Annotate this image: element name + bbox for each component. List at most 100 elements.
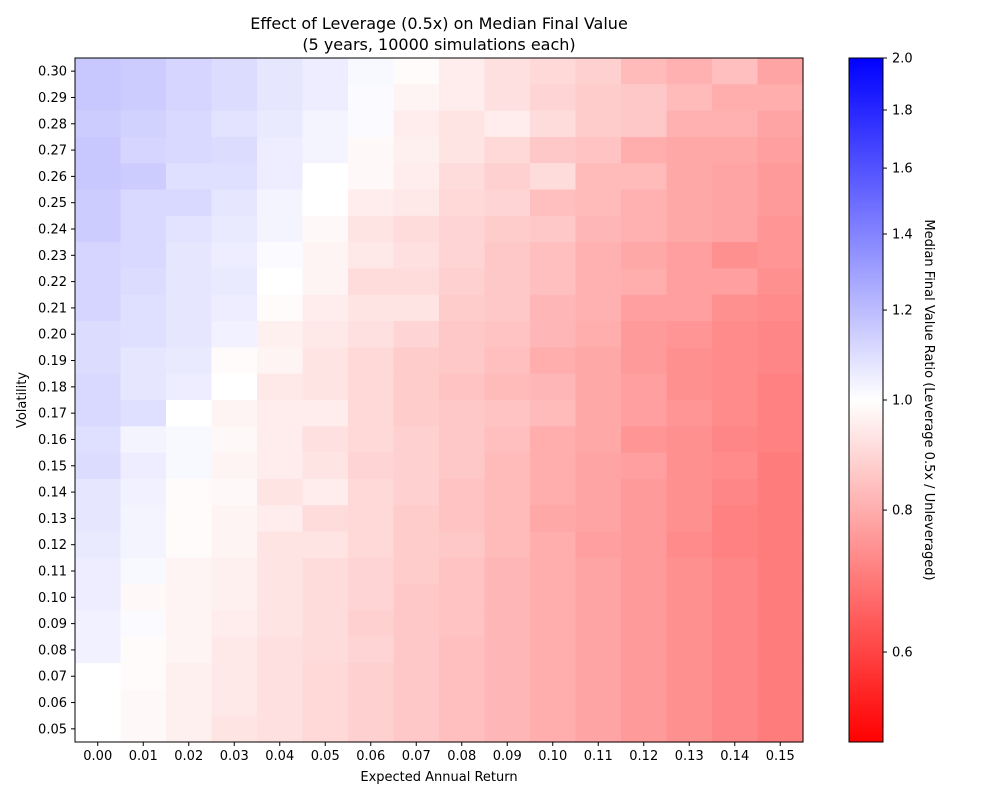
heatmap-cell [530, 242, 577, 270]
heatmap-cell [211, 110, 258, 138]
heatmap-cell [439, 347, 486, 375]
heatmap-cell [211, 400, 258, 427]
plot-frame [74, 57, 804, 743]
heatmap-cell [621, 294, 668, 322]
heatmap-cell [439, 505, 486, 533]
heatmap-cell [302, 242, 349, 270]
heatmap-cell [393, 584, 440, 612]
heatmap-cell [439, 242, 486, 270]
colorbar [848, 57, 884, 743]
heatmap-cell [257, 452, 304, 480]
heatmap-cell [757, 715, 804, 743]
heatmap-cell [393, 242, 440, 270]
heatmap-cell [166, 663, 213, 690]
heatmap-cell [120, 478, 167, 506]
heatmap-cell [302, 347, 349, 375]
heatmap-cell [348, 426, 395, 454]
colorbar-tick-label: 1.0 [892, 394, 913, 409]
y-tick-label: 0.16 [38, 433, 67, 448]
heatmap-cell [621, 636, 668, 664]
heatmap-cell [211, 426, 258, 454]
heatmap-cell [302, 531, 349, 559]
heatmap-cell [302, 610, 349, 638]
heatmap-cell [666, 689, 713, 717]
heatmap-cell [302, 715, 349, 743]
heatmap-cell [75, 373, 122, 401]
heatmap-cell [211, 373, 258, 401]
heatmap-cell [393, 163, 440, 191]
heatmap-cell [621, 663, 668, 690]
heatmap-cell [75, 242, 122, 270]
heatmap-cell [666, 426, 713, 454]
heatmap-cell [257, 242, 304, 270]
heatmap-cell [75, 452, 122, 480]
y-tick-label: 0.17 [38, 407, 67, 422]
heatmap-cell [120, 531, 167, 559]
heatmap-cell [575, 400, 622, 427]
heatmap-cell [348, 557, 395, 585]
heatmap-cell [757, 400, 804, 427]
heatmap-cell [712, 347, 759, 375]
y-tick-label: 0.25 [38, 196, 67, 211]
colorbar-label: Median Final Value Ratio (Leverage 0.5x … [921, 219, 936, 580]
heatmap-cell [484, 189, 531, 217]
y-tick-label: 0.18 [38, 380, 67, 395]
heatmap-cell [484, 373, 531, 401]
heatmap-cell [166, 58, 213, 85]
heatmap-cell [530, 215, 577, 243]
heatmap-cell [712, 215, 759, 243]
heatmap-cell [393, 321, 440, 348]
heatmap-cell [666, 531, 713, 559]
heatmap-cell [257, 636, 304, 664]
heatmap-cell [757, 163, 804, 191]
heatmap-cell [666, 715, 713, 743]
colorbar-tick-label: 1.4 [892, 227, 913, 242]
heatmap-cell [575, 321, 622, 348]
y-tick-label: 0.23 [38, 249, 67, 264]
heatmap-cell [439, 478, 486, 506]
heatmap-cell [211, 321, 258, 348]
heatmap-cell [439, 268, 486, 296]
heatmap-cell [439, 84, 486, 112]
heatmap-cell [575, 294, 622, 322]
heatmap-cell [211, 715, 258, 743]
x-axis-ticks: 0.00 0.01 0.02 0.03 0.04 0.05 0.06 0.07 0.08 0.09… [83, 742, 795, 764]
heatmap-cell [211, 610, 258, 638]
heatmap-cell [666, 163, 713, 191]
heatmap-cell [530, 478, 577, 506]
colorbar-tick-label: 0.6 [892, 646, 913, 661]
heatmap-cell [120, 136, 167, 164]
heatmap-cell [666, 478, 713, 506]
heatmap-cell [393, 557, 440, 585]
y-tick-label: 0.29 [38, 91, 67, 106]
heatmap-cell [666, 636, 713, 664]
x-tick-label: 0.14 [720, 749, 749, 764]
heatmap-cell [712, 478, 759, 506]
heatmap-cell [530, 610, 577, 638]
heatmap-cell [621, 163, 668, 191]
heatmap-cell [484, 478, 531, 506]
heatmap-cell [575, 610, 622, 638]
y-tick-label: 0.13 [38, 512, 67, 527]
heatmap-cell [484, 84, 531, 112]
heatmap-cell [484, 689, 531, 717]
heatmap-cell [530, 373, 577, 401]
heatmap-cell [211, 531, 258, 559]
y-tick-label: 0.26 [38, 170, 67, 185]
heatmap-cell [666, 505, 713, 533]
heatmap-cell [575, 452, 622, 480]
heatmap-cell [666, 452, 713, 480]
heatmap-cell [575, 163, 622, 191]
heatmap-cell [393, 636, 440, 664]
heatmap-cell [211, 136, 258, 164]
heatmap-cell [120, 58, 167, 85]
heatmap-cell [484, 663, 531, 690]
heatmap-cell [348, 321, 395, 348]
heatmap-cell [166, 215, 213, 243]
heatmap-cell [120, 110, 167, 138]
heatmap-cell [712, 189, 759, 217]
heatmap-cell [621, 215, 668, 243]
heatmap-cell [712, 426, 759, 454]
heatmap-cell [120, 452, 167, 480]
heatmap-cell [484, 636, 531, 664]
